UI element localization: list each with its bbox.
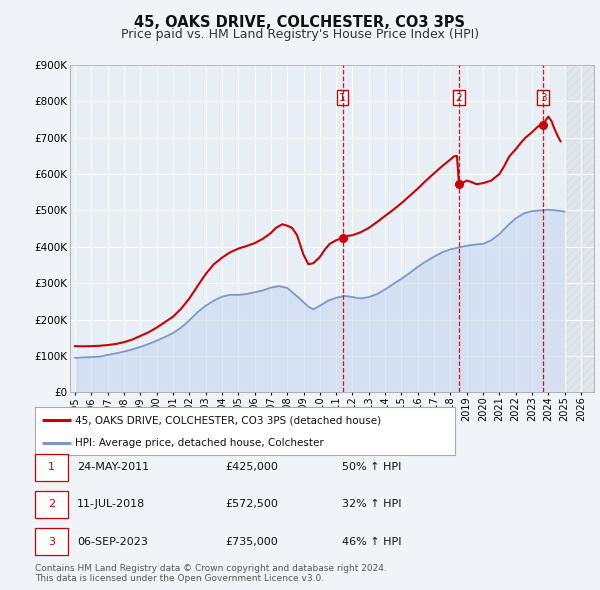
Text: £425,000: £425,000: [225, 463, 278, 472]
Text: 45, OAKS DRIVE, COLCHESTER, CO3 3PS: 45, OAKS DRIVE, COLCHESTER, CO3 3PS: [134, 15, 466, 30]
Text: 45, OAKS DRIVE, COLCHESTER, CO3 3PS (detached house): 45, OAKS DRIVE, COLCHESTER, CO3 3PS (det…: [75, 415, 381, 425]
Text: 3: 3: [48, 537, 55, 546]
Text: Price paid vs. HM Land Registry's House Price Index (HPI): Price paid vs. HM Land Registry's House …: [121, 28, 479, 41]
Text: 1: 1: [48, 463, 55, 472]
Text: 50% ↑ HPI: 50% ↑ HPI: [342, 463, 401, 472]
Text: HPI: Average price, detached house, Colchester: HPI: Average price, detached house, Colc…: [75, 438, 323, 448]
Text: 11-JUL-2018: 11-JUL-2018: [77, 500, 145, 509]
Text: 46% ↑ HPI: 46% ↑ HPI: [342, 537, 401, 546]
Text: 06-SEP-2023: 06-SEP-2023: [77, 537, 148, 546]
Text: 3: 3: [540, 93, 547, 103]
Text: 1: 1: [339, 93, 346, 103]
Text: 2: 2: [48, 500, 55, 509]
Text: £735,000: £735,000: [225, 537, 278, 546]
Text: Contains HM Land Registry data © Crown copyright and database right 2024.
This d: Contains HM Land Registry data © Crown c…: [35, 563, 386, 583]
Text: £572,500: £572,500: [225, 500, 278, 509]
Text: 32% ↑ HPI: 32% ↑ HPI: [342, 500, 401, 509]
Text: 24-MAY-2011: 24-MAY-2011: [77, 463, 149, 472]
Bar: [565, 65, 594, 392]
Text: 2: 2: [456, 93, 463, 103]
